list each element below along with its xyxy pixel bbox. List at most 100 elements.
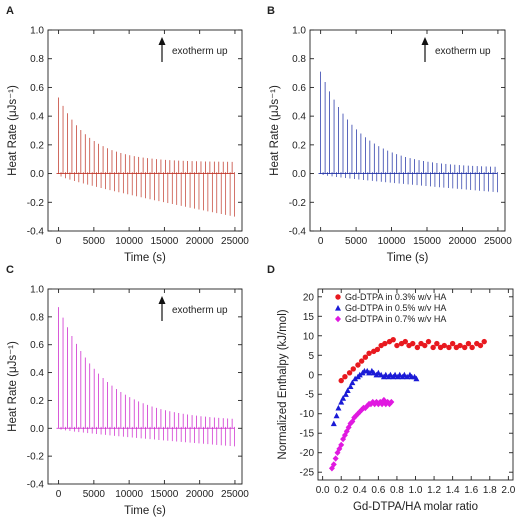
data-point (352, 375, 359, 382)
x-tick-label: 15000 (413, 236, 441, 247)
data-point (335, 404, 342, 411)
data-point (413, 375, 420, 382)
y-tick-label: 0.6 (30, 83, 44, 94)
data-point (346, 370, 353, 376)
x-tick-label: 20000 (186, 489, 214, 500)
data-point (378, 371, 385, 378)
y-tick-label: 0.2 (30, 140, 44, 151)
data-point (401, 371, 408, 378)
x-tick-label: 5000 (83, 236, 106, 247)
data-point (335, 294, 341, 300)
x-tick-label: 2.0 (501, 485, 515, 496)
data-point (481, 338, 487, 345)
panel-a: A 0 5000 10000 15000 20000 25000 -0.4 -0.2 0.0 0.2… (6, 5, 249, 264)
x-tick-label: 10000 (115, 236, 143, 247)
data-point (338, 377, 344, 384)
data-point (355, 362, 361, 368)
y-axis-label: Normalized Enthalpy (kJ/mol) (277, 309, 289, 459)
legend-label: Gd-DTPA in 0.7% w/v HA (345, 314, 446, 324)
x-tick-label: 0.8 (390, 485, 404, 496)
data-point (335, 315, 341, 323)
exotherm-arrowhead-icon (421, 37, 429, 45)
panel-b: B 0 5000 10000 15000 20000 25000 -0.4 -0.2 0.0 0.2… (267, 5, 512, 264)
x-axis-label: Time (s) (387, 252, 429, 264)
exotherm-annotation: exotherm up (435, 46, 491, 57)
exotherm-arrowhead-icon (158, 37, 166, 45)
data-point (338, 441, 345, 449)
x-tick-label: 1.8 (483, 485, 497, 496)
data-point (410, 340, 416, 347)
x-tick-label: 1.4 (446, 485, 460, 496)
data-point (477, 342, 484, 349)
y-tick-label: 0.0 (292, 169, 306, 180)
y-tick-label: -5 (305, 390, 314, 401)
x-tick-label: 1.2 (427, 485, 441, 496)
data-point (340, 395, 347, 401)
x-tick-label: 10000 (378, 236, 406, 247)
data-point (344, 387, 351, 393)
heat-trace (318, 71, 498, 193)
y-tick-label: -15 (300, 429, 315, 440)
data-point (374, 346, 381, 353)
data-point (330, 461, 337, 468)
data-point (366, 369, 373, 376)
y-axis-label: Heat Rate (μJs⁻¹) (7, 85, 19, 176)
y-tick-label: 0.4 (292, 112, 306, 123)
legend-label: Gd-DTPA in 0.3% w/v HA (345, 292, 446, 302)
y-tick-label: -0.4 (27, 480, 45, 491)
x-tick-label: 0 (56, 236, 62, 247)
data-point (333, 412, 340, 419)
data-point (425, 338, 432, 345)
data-point (358, 358, 365, 364)
data-point (388, 398, 395, 406)
y-tick-label: -0.4 (289, 227, 307, 238)
y-axis-label: Heat Rate (μJs⁻¹) (7, 341, 19, 432)
x-axis-label: Time (s) (124, 252, 166, 264)
y-tick-label: -20 (300, 448, 315, 459)
x-tick-label: 15000 (150, 236, 178, 247)
y-tick-label: -0.2 (27, 198, 45, 209)
y-tick-label: 1.0 (30, 26, 44, 37)
x-tick-label: 1.0 (409, 485, 423, 496)
exotherm-annotation: exotherm up (172, 46, 228, 57)
heat-trace (56, 97, 235, 217)
y-tick-label: 10 (303, 331, 315, 342)
data-point (342, 391, 349, 397)
x-tick-label: 20000 (449, 236, 477, 247)
y-axis-label: Heat Rate (μJs⁻¹) (269, 85, 281, 176)
data-point (457, 342, 463, 349)
panel-d: D 0.0 0.2 0.4 0.6 0.8 1.0 1.2 1.4 1.6 1.8 2.0 -25 -20… (267, 264, 516, 513)
data-point (332, 455, 339, 462)
x-tick-label: 0.6 (371, 485, 385, 496)
y-tick-label: 15 (303, 312, 315, 323)
data-point (347, 383, 354, 390)
x-axis-label: Gd-DTPA/HA molar ratio (353, 501, 478, 513)
y-tick-label: 5 (308, 351, 314, 362)
data-point (449, 340, 456, 347)
x-tick-label: 25000 (484, 236, 512, 247)
panel-c: C 0 5000 10000 15000 20000 25000 -0.4 -0.2 0.0 0.2… (6, 264, 249, 517)
y-tick-label: 0 (308, 370, 314, 381)
data-point (396, 371, 403, 378)
data-point (414, 344, 421, 351)
x-tick-label: 1.6 (464, 485, 478, 496)
data-point (394, 342, 400, 349)
x-tick-label: 0 (56, 489, 62, 500)
x-tick-label: 25000 (221, 489, 249, 500)
series-diamond (328, 396, 395, 472)
y-tick-label: -10 (300, 409, 315, 420)
data-point (382, 340, 388, 347)
x-tick-label: 5000 (345, 236, 368, 247)
y-tick-label: 0.4 (30, 368, 44, 379)
y-tick-label: 0.6 (292, 83, 306, 94)
data-point (366, 350, 372, 357)
plot-frame (47, 29, 243, 232)
y-tick-label: 0.8 (30, 54, 44, 65)
panel-letter: C (6, 264, 14, 276)
y-tick-label: 0.0 (30, 169, 44, 180)
x-tick-label: 0.2 (334, 485, 348, 496)
x-tick-label: 5000 (83, 489, 106, 500)
data-point (462, 344, 468, 351)
